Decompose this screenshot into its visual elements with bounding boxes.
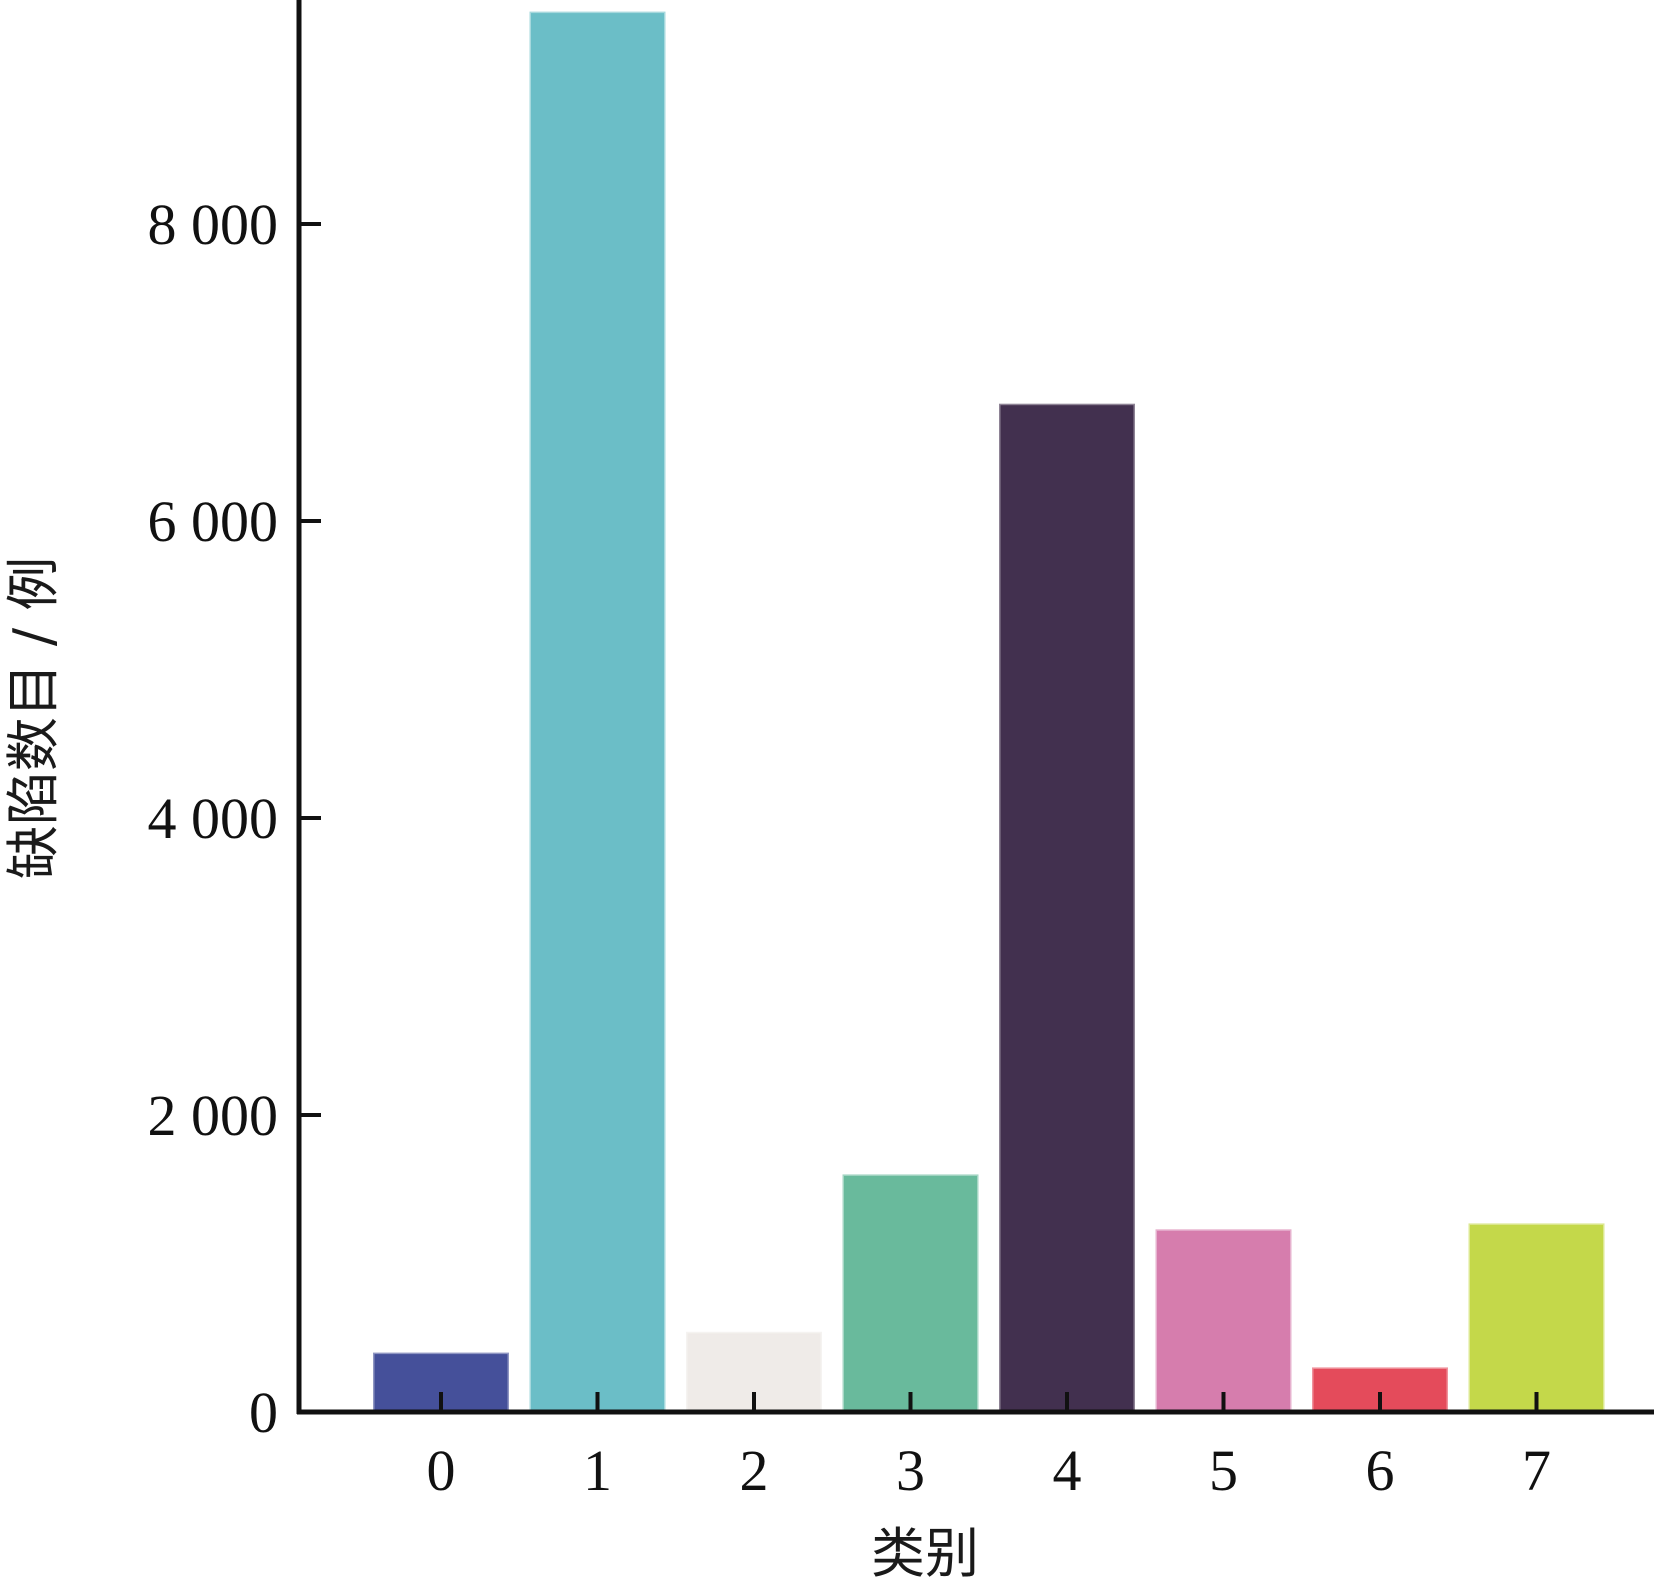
bar-category-5	[1155, 1229, 1292, 1414]
x-tick-label: 3	[896, 1438, 925, 1503]
x-tick-label: 6	[1366, 1438, 1395, 1503]
bar-category-1	[529, 11, 666, 1414]
x-tick-label: 1	[583, 1438, 612, 1503]
x-tick-label: 5	[1209, 1438, 1238, 1503]
ticks-group: 0 1 2 3 4 5 6 7 0 2 000 4 000 6 000 8 000	[148, 192, 1552, 1503]
y-tick-label: 8 000	[148, 192, 279, 257]
x-tick-label: 7	[1522, 1438, 1551, 1503]
y-tick-label: 0	[249, 1380, 278, 1445]
bars-group	[373, 11, 1605, 1414]
y-tick-label: 4 000	[148, 786, 279, 851]
bar-category-4	[999, 403, 1135, 1414]
bar-category-3	[842, 1174, 979, 1414]
y-tick-label: 6 000	[148, 489, 279, 554]
x-tick-label: 2	[740, 1438, 769, 1503]
bar-category-7	[1468, 1223, 1605, 1414]
x-tick-label: 0	[427, 1438, 456, 1503]
x-tick-label: 4	[1053, 1438, 1082, 1503]
y-axis-title: 缺陷数目 / 例	[2, 557, 65, 880]
x-axis-title: 类别	[871, 1522, 979, 1584]
y-tick-label: 2 000	[148, 1083, 279, 1148]
